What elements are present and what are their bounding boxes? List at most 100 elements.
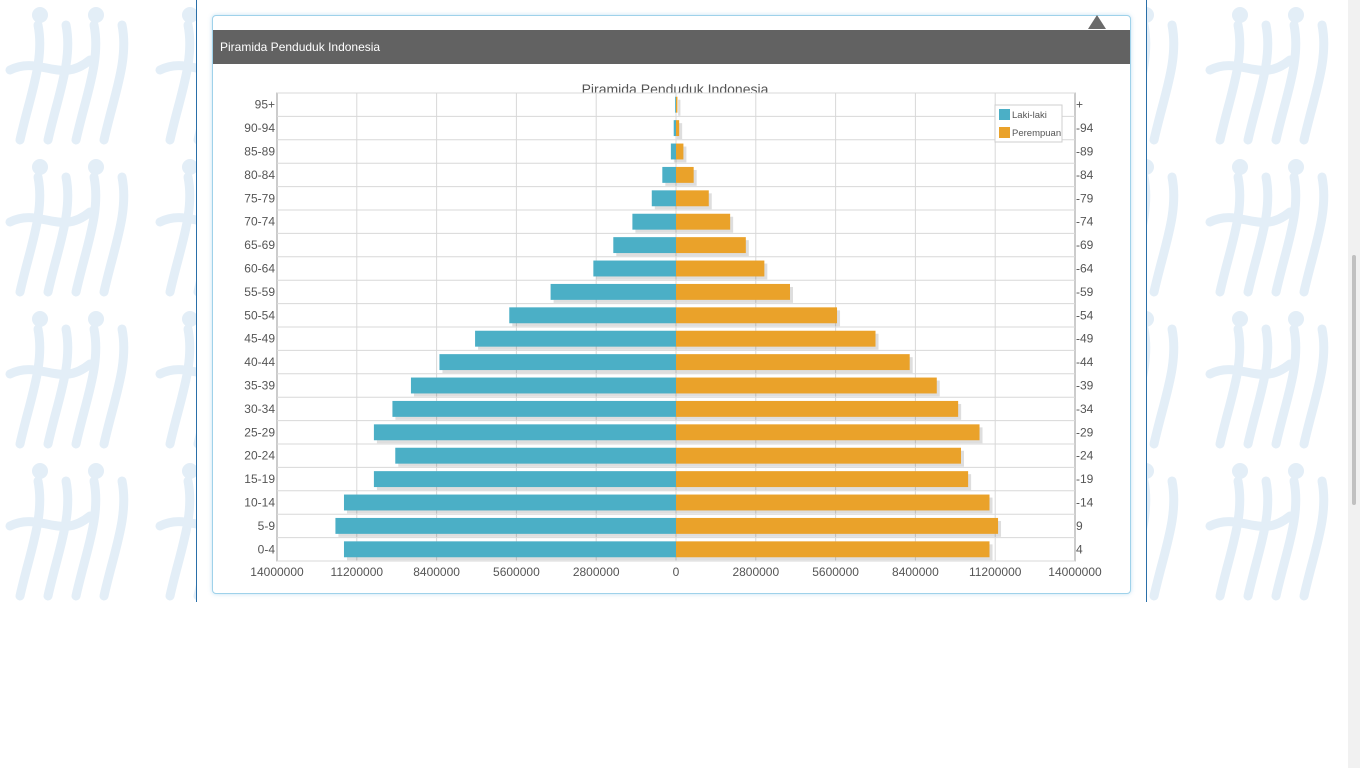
y-tick-label-right: -34	[1076, 402, 1094, 416]
bar-male	[550, 283, 676, 300]
y-tick-label-right: -14	[1076, 496, 1094, 510]
x-tick-label: 2800000	[573, 565, 620, 579]
bar-male	[335, 517, 676, 534]
bar-female	[676, 377, 937, 394]
bar-female	[676, 96, 678, 113]
y-tick-label-right: +	[1076, 98, 1083, 112]
bar-male	[675, 96, 676, 113]
y-tick-label-left: 65-69	[244, 238, 275, 252]
y-tick-label-left: 30-34	[244, 402, 275, 416]
bar-male	[475, 330, 676, 347]
y-tick-label-right: -49	[1076, 332, 1094, 346]
y-tick-label-left: 85-89	[244, 145, 275, 159]
bar-male	[632, 213, 676, 230]
bar-male	[593, 260, 676, 277]
bar-female	[676, 260, 765, 277]
chart-grid	[276, 92, 1076, 562]
y-tick-label-left: 80-84	[244, 168, 275, 182]
y-tick-label-left: 15-19	[244, 472, 275, 486]
y-tick-label-right: -39	[1076, 379, 1094, 393]
bar-male	[343, 541, 676, 558]
chart-legend[interactable]: Laki-laki Perempuan	[994, 104, 1063, 143]
bar-male	[651, 190, 676, 207]
y-tick-label-left: 40-44	[244, 355, 275, 369]
bar-female	[676, 494, 990, 511]
x-tick-label: 14000000	[1048, 565, 1102, 579]
bar-female	[676, 471, 969, 488]
bar-male	[662, 166, 676, 183]
x-tick-label: 2800000	[732, 565, 779, 579]
x-tick-label: 0	[673, 565, 680, 579]
page-scrollbar[interactable]	[1348, 0, 1360, 768]
bar-female	[676, 354, 910, 371]
y-tick-label-right: 9	[1076, 519, 1083, 533]
bar-female	[676, 541, 990, 558]
y-tick-label-left: 20-24	[244, 449, 275, 463]
legend-swatch	[999, 127, 1010, 138]
bar-male	[373, 424, 676, 441]
bar-female	[676, 330, 876, 347]
y-tick-label-left: 0-4	[258, 542, 276, 556]
bar-shadow-female	[679, 99, 681, 116]
bar-male	[673, 120, 676, 137]
bar-male	[395, 447, 676, 464]
y-tick-label-left: 35-39	[244, 379, 275, 393]
panel-caret-icon	[1088, 15, 1106, 29]
x-tick-label: 11200000	[969, 565, 1022, 579]
y-tick-label-right: -59	[1076, 285, 1094, 299]
y-tick-label-left: 5-9	[258, 519, 276, 533]
bar-female	[676, 424, 980, 441]
legend-label: Perempuan	[1012, 128, 1061, 139]
y-tick-label-right: -94	[1076, 121, 1094, 135]
y-tick-label-right: -64	[1076, 262, 1094, 276]
y-tick-label-right: -74	[1076, 215, 1094, 229]
bar-female	[676, 283, 790, 300]
y-tick-label-right: 4	[1076, 542, 1083, 556]
bar-male	[343, 494, 676, 511]
bar-shadow-female	[679, 123, 683, 140]
y-tick-label-right: -29	[1076, 425, 1094, 439]
scrollbar-thumb[interactable]	[1352, 255, 1356, 505]
bar-male	[392, 400, 676, 417]
x-tick-label: 14000000	[250, 565, 304, 579]
bar-male	[509, 307, 676, 324]
chart-labels: 14000000 11200000 8400000 5600000 2800000 0 28…	[244, 98, 1102, 579]
y-tick-label-right: -69	[1076, 238, 1094, 252]
x-tick-label: 5600000	[493, 565, 540, 579]
y-tick-label-left: 25-29	[244, 425, 275, 439]
bar-female	[676, 400, 959, 417]
panel-header: Piramida Penduduk Indonesia	[213, 30, 1130, 64]
y-tick-label-left: 10-14	[244, 496, 275, 510]
y-tick-label-right: -54	[1076, 308, 1094, 322]
bar-male	[439, 354, 676, 371]
y-tick-label-left: 45-49	[244, 332, 275, 346]
y-tick-label-right: -24	[1076, 449, 1094, 463]
bar-female	[676, 120, 680, 137]
x-tick-label: 5600000	[812, 565, 859, 579]
y-tick-label-right: -44	[1076, 355, 1094, 369]
y-tick-label-left: 70-74	[244, 215, 275, 229]
bar-male	[373, 471, 676, 488]
y-tick-label-left: 60-64	[244, 262, 275, 276]
y-tick-label-right: -79	[1076, 191, 1094, 205]
population-pyramid-chart: Piramida Penduduk Indonesia 14000000 1120…	[244, 81, 1102, 579]
bar-female	[676, 143, 684, 160]
y-tick-label-right: -84	[1076, 168, 1094, 182]
bar-female	[676, 213, 731, 230]
x-tick-label: 8400000	[892, 565, 939, 579]
y-tick-label-left: 50-54	[244, 308, 275, 322]
bar-male	[613, 237, 676, 254]
x-tick-label: 8400000	[413, 565, 460, 579]
x-tick-label: 11200000	[331, 565, 384, 579]
bar-female	[676, 307, 838, 324]
bar-male	[410, 377, 676, 394]
y-tick-label-right: -19	[1076, 472, 1094, 486]
legend-label: Laki-laki	[1012, 110, 1047, 121]
bar-female	[676, 166, 694, 183]
y-tick-label-left: 90-94	[244, 121, 275, 135]
y-tick-label-left: 55-59	[244, 285, 275, 299]
chart-bars	[335, 96, 1002, 561]
legend-swatch	[999, 109, 1010, 120]
bar-female	[676, 517, 999, 534]
panel-title: Piramida Penduduk Indonesia	[220, 40, 381, 54]
